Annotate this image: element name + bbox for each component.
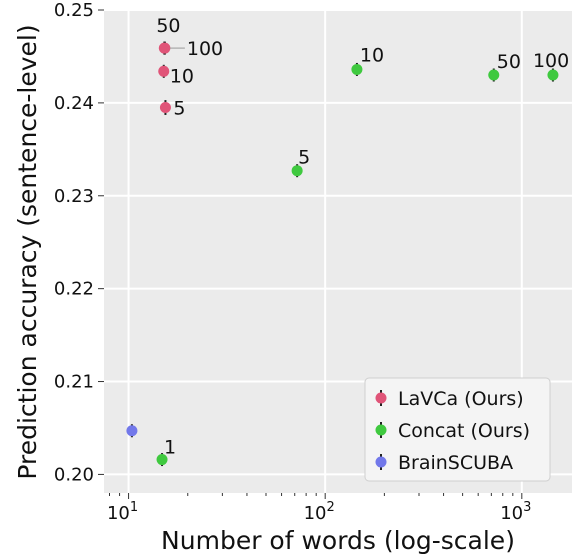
data-point: [159, 102, 171, 114]
grid-lines: [104, 9, 572, 493]
legend-box: [364, 377, 551, 482]
point-label: 5: [173, 98, 185, 120]
legend-label: Concat (Ours): [398, 420, 530, 442]
legend-label: BrainSCUBA: [398, 452, 513, 474]
legend-entry: BrainSCUBA: [375, 452, 513, 474]
data-points: [126, 41, 559, 467]
data-point: [156, 454, 168, 466]
point-annotations: 50 100 10 5 1 5 10 50 100: [156, 15, 569, 458]
y-tick-label: 0.23: [54, 186, 94, 207]
data-point: [547, 69, 559, 81]
legend-marker: [375, 456, 387, 468]
point-label: 1: [164, 437, 176, 459]
legend-entry: Concat (Ours): [375, 420, 530, 442]
y-tick-label: 0.21: [54, 372, 94, 393]
y-tick-label: 0.20: [54, 464, 94, 485]
data-point: [159, 42, 171, 54]
legend-marker: [375, 392, 387, 404]
data-point: [488, 69, 500, 81]
x-tick-labels: 101 102 103: [107, 493, 531, 524]
x-tick-label: 103: [500, 500, 531, 524]
legend-entry: LaVCa (Ours): [375, 388, 524, 410]
x-tick-label: 101: [107, 500, 138, 524]
point-label: 10: [170, 65, 194, 87]
point-label: 100: [187, 38, 223, 60]
data-point: [126, 425, 138, 437]
y-axis-label: Prediction accuracy (sentence-level): [13, 24, 42, 479]
legend-label: LaVCa (Ours): [398, 388, 524, 410]
legend-marker: [375, 424, 387, 436]
y-tick-label: 0.22: [54, 279, 94, 300]
data-point: [158, 65, 170, 77]
y-tick-label: 0.25: [54, 0, 94, 21]
x-tick-label: 102: [304, 500, 335, 524]
point-label: 10: [360, 44, 384, 66]
point-label: 50: [156, 15, 180, 37]
y-tick-label: 0.24: [54, 93, 94, 114]
data-point: [291, 165, 303, 177]
data-point: [351, 63, 363, 75]
y-tick-labels: 0.20 0.21 0.22 0.23 0.24 0.25: [54, 0, 104, 485]
point-label: 50: [497, 51, 521, 73]
point-label: 100: [533, 50, 569, 72]
legend: LaVCa (Ours) Concat (Ours) BrainSCUBA: [364, 377, 551, 482]
point-label: 5: [298, 147, 310, 169]
x-axis-label: Number of words (log-scale): [161, 526, 515, 555]
